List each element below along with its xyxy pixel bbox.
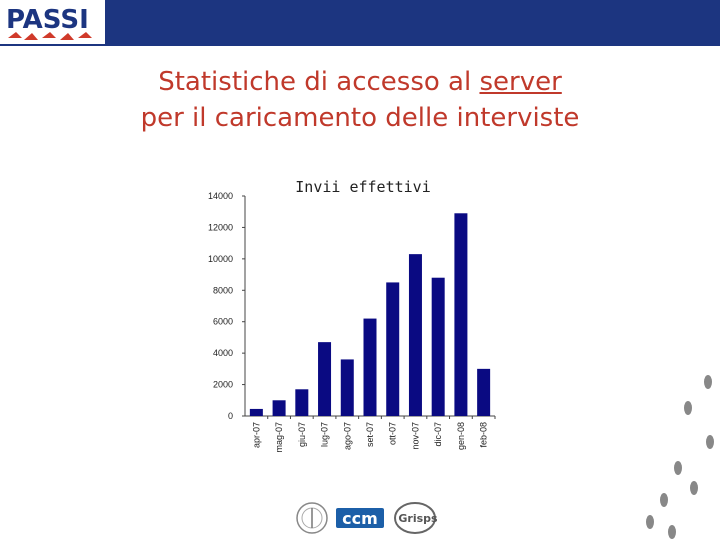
chart-title: Invii effettivi [295, 178, 430, 196]
bar-chart: Invii effettivi 0 2000 4000 6000 8000 10000 120… [195, 172, 515, 466]
y-tick-label: 2000 [213, 380, 233, 390]
bar-mag-07 [272, 400, 286, 416]
passi-logo: PASSI [4, 2, 104, 44]
x-tick-label: lug-07 [320, 422, 330, 447]
y-tick-label: 0 [228, 411, 233, 421]
x-tick-label: ott-07 [388, 422, 398, 445]
x-tick-label: feb-08 [479, 422, 489, 448]
title-line-2: per il caricamento delle interviste [140, 103, 580, 133]
x-tick-label: giu-07 [297, 422, 307, 447]
svg-text:ccm: ccm [342, 509, 378, 528]
y-tick-label: 14000 [208, 191, 233, 201]
x-tick-label: set-07 [365, 422, 375, 447]
bar-set-07 [363, 318, 377, 416]
ccm-logo: ccm [336, 508, 384, 528]
bar-giu-07 [295, 389, 309, 416]
x-tick-label: nov-07 [410, 422, 420, 450]
title-line-1: Statistiche di accesso al server [158, 67, 562, 97]
x-tick-label: mag-07 [274, 422, 284, 453]
y-tick-label: 4000 [213, 348, 233, 358]
x-tick-label: ago-07 [342, 422, 352, 450]
logo-text: PASSI [6, 5, 89, 35]
x-tick-label: gen-08 [456, 422, 466, 450]
footprints-decoration [620, 370, 720, 540]
y-tick-label: 6000 [213, 317, 233, 327]
chart-svg: Invii effettivi 0 2000 4000 6000 8000 10000 120… [208, 178, 496, 453]
bar-ott-07 [386, 282, 400, 416]
institute-seal-icon [296, 502, 328, 534]
bar-feb-08 [477, 368, 491, 416]
y-tick-label: 8000 [213, 285, 233, 295]
bar-apr-07 [249, 408, 263, 416]
page-title: Statistiche di accesso al server per il … [0, 64, 720, 136]
bar-dic-07 [431, 277, 445, 416]
partner-logos: ccm Grisps [290, 498, 460, 538]
y-tick-label: 10000 [208, 254, 233, 264]
header-bar [105, 0, 720, 44]
bar-gen-08 [454, 213, 468, 416]
x-tick-label: dic-07 [433, 422, 443, 447]
grisps-logo: Grisps [394, 502, 438, 534]
header-divider [0, 44, 720, 46]
title-underlined-word: server [479, 67, 562, 97]
svg-text:Grisps: Grisps [398, 512, 438, 525]
x-tick-label: apr-07 [251, 422, 261, 448]
y-tick-label: 12000 [208, 222, 233, 232]
bar-lug-07 [318, 342, 332, 416]
bar-nov-07 [408, 254, 422, 416]
bar-ago-07 [340, 359, 354, 416]
